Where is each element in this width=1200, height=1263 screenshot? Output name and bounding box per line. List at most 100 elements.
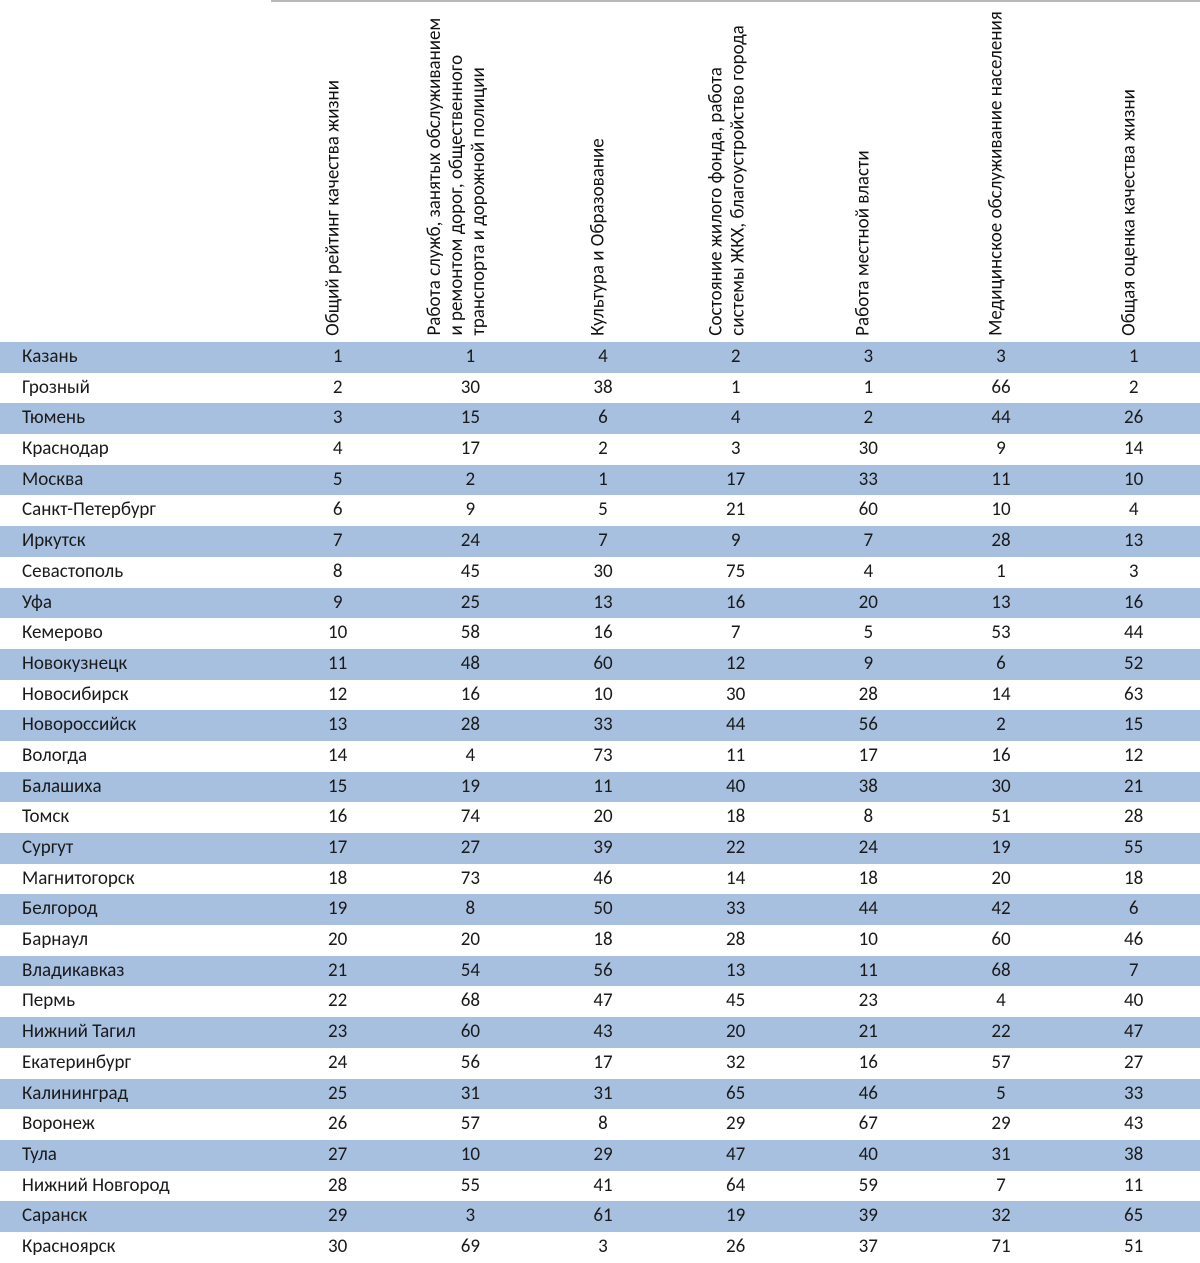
table-cell: 64 — [669, 1171, 802, 1202]
table-row: Новокузнецк114860129652 — [0, 649, 1200, 680]
table-cell: 28 — [669, 925, 802, 956]
table-cell: 20 — [802, 588, 935, 619]
table-cell: 30 — [935, 772, 1068, 803]
table-cell: 11 — [802, 956, 935, 987]
table-cell: 60 — [537, 649, 670, 680]
table-cell: 44 — [802, 894, 935, 925]
table-cell: 47 — [1067, 1017, 1200, 1048]
table-cell: 13 — [669, 956, 802, 987]
table-cell: 29 — [669, 1109, 802, 1140]
table-row: Калининград2531316546533 — [0, 1079, 1200, 1110]
table-cell: 16 — [271, 802, 404, 833]
table-cell: 19 — [404, 772, 537, 803]
table-cell: 26 — [271, 1109, 404, 1140]
table-cell: 21 — [669, 495, 802, 526]
table-cell: 1 — [1067, 342, 1200, 373]
table-cell: 21 — [1067, 772, 1200, 803]
city-name: Новороссийск — [0, 710, 271, 741]
table-cell: 22 — [935, 1017, 1068, 1048]
table-cell: 43 — [537, 1017, 670, 1048]
table-cell: 38 — [802, 772, 935, 803]
table-cell: 14 — [271, 741, 404, 772]
table-cell: 5 — [537, 495, 670, 526]
table-cell: 3 — [935, 342, 1068, 373]
table-cell: 4 — [537, 342, 670, 373]
table-cell: 73 — [537, 741, 670, 772]
table-cell: 29 — [271, 1201, 404, 1232]
table-cell: 65 — [1067, 1201, 1200, 1232]
table-cell: 40 — [802, 1140, 935, 1171]
table-cell: 26 — [669, 1232, 802, 1263]
table-cell: 14 — [935, 680, 1068, 711]
table-cell: 12 — [669, 649, 802, 680]
ratings-table: Общий рейтинг качества жизни Работа служ… — [0, 0, 1200, 1263]
table-cell: 2 — [669, 342, 802, 373]
table-cell: 58 — [404, 618, 537, 649]
city-name: Вологда — [0, 741, 271, 772]
table-cell: 46 — [802, 1079, 935, 1110]
table-cell: 45 — [669, 986, 802, 1017]
table-row: Воронеж2657829672943 — [0, 1109, 1200, 1140]
table-cell: 56 — [537, 956, 670, 987]
table-cell: 66 — [935, 373, 1068, 404]
header-label: Общий рейтинг качества жизни — [322, 6, 344, 336]
table-cell: 42 — [935, 894, 1068, 925]
table-cell: 18 — [802, 864, 935, 895]
table-row: Тула27102947403138 — [0, 1140, 1200, 1171]
table-cell: 15 — [1067, 710, 1200, 741]
table-cell: 69 — [404, 1232, 537, 1263]
table-cell: 44 — [935, 403, 1068, 434]
table-cell: 44 — [669, 710, 802, 741]
table-cell: 28 — [802, 680, 935, 711]
table-cell: 7 — [537, 526, 670, 557]
table-cell: 8 — [404, 894, 537, 925]
table-cell: 8 — [271, 557, 404, 588]
table-row: Краснодар4172330914 — [0, 434, 1200, 465]
table-cell: 24 — [404, 526, 537, 557]
table-row: Барнаул20201828106046 — [0, 925, 1200, 956]
table-cell: 44 — [1067, 618, 1200, 649]
table-cell: 60 — [935, 925, 1068, 956]
table-cell: 29 — [537, 1140, 670, 1171]
table-cell: 3 — [537, 1232, 670, 1263]
table-cell: 11 — [669, 741, 802, 772]
table-row: Белгород198503344426 — [0, 894, 1200, 925]
header-label: Состояние жилого фонда, работа системы Ж… — [705, 6, 749, 336]
table-cell: 10 — [271, 618, 404, 649]
table-cell: 26 — [1067, 403, 1200, 434]
table-cell: 13 — [271, 710, 404, 741]
table-cell: 50 — [537, 894, 670, 925]
table-cell: 11 — [935, 465, 1068, 496]
table-cell: 6 — [271, 495, 404, 526]
table-cell: 10 — [1067, 465, 1200, 496]
table-cell: 25 — [404, 588, 537, 619]
city-name: Саранск — [0, 1201, 271, 1232]
table-row: Балашиха15191140383021 — [0, 772, 1200, 803]
table-row: Нижний Новгород2855416459711 — [0, 1171, 1200, 1202]
table-cell: 3 — [802, 342, 935, 373]
table-cell: 19 — [669, 1201, 802, 1232]
table-cell: 20 — [537, 802, 670, 833]
city-name: Нижний Новгород — [0, 1171, 271, 1202]
table-cell: 1 — [935, 557, 1068, 588]
table-cell: 13 — [537, 588, 670, 619]
city-name: Белгород — [0, 894, 271, 925]
table-cell: 65 — [669, 1079, 802, 1110]
table-cell: 21 — [802, 1017, 935, 1048]
table-cell: 30 — [669, 680, 802, 711]
table-cell: 59 — [802, 1171, 935, 1202]
table-cell: 15 — [271, 772, 404, 803]
table-cell: 52 — [1067, 649, 1200, 680]
table-cell: 16 — [669, 588, 802, 619]
table-cell: 8 — [802, 802, 935, 833]
table-cell: 17 — [802, 741, 935, 772]
table-cell: 2 — [1067, 373, 1200, 404]
table-cell: 19 — [271, 894, 404, 925]
table-cell: 27 — [271, 1140, 404, 1171]
city-name: Грозный — [0, 373, 271, 404]
table-cell: 68 — [404, 986, 537, 1017]
city-name: Владикавказ — [0, 956, 271, 987]
table-row: Владикавказ2154561311687 — [0, 956, 1200, 987]
city-name: Томск — [0, 802, 271, 833]
table-cell: 37 — [802, 1232, 935, 1263]
